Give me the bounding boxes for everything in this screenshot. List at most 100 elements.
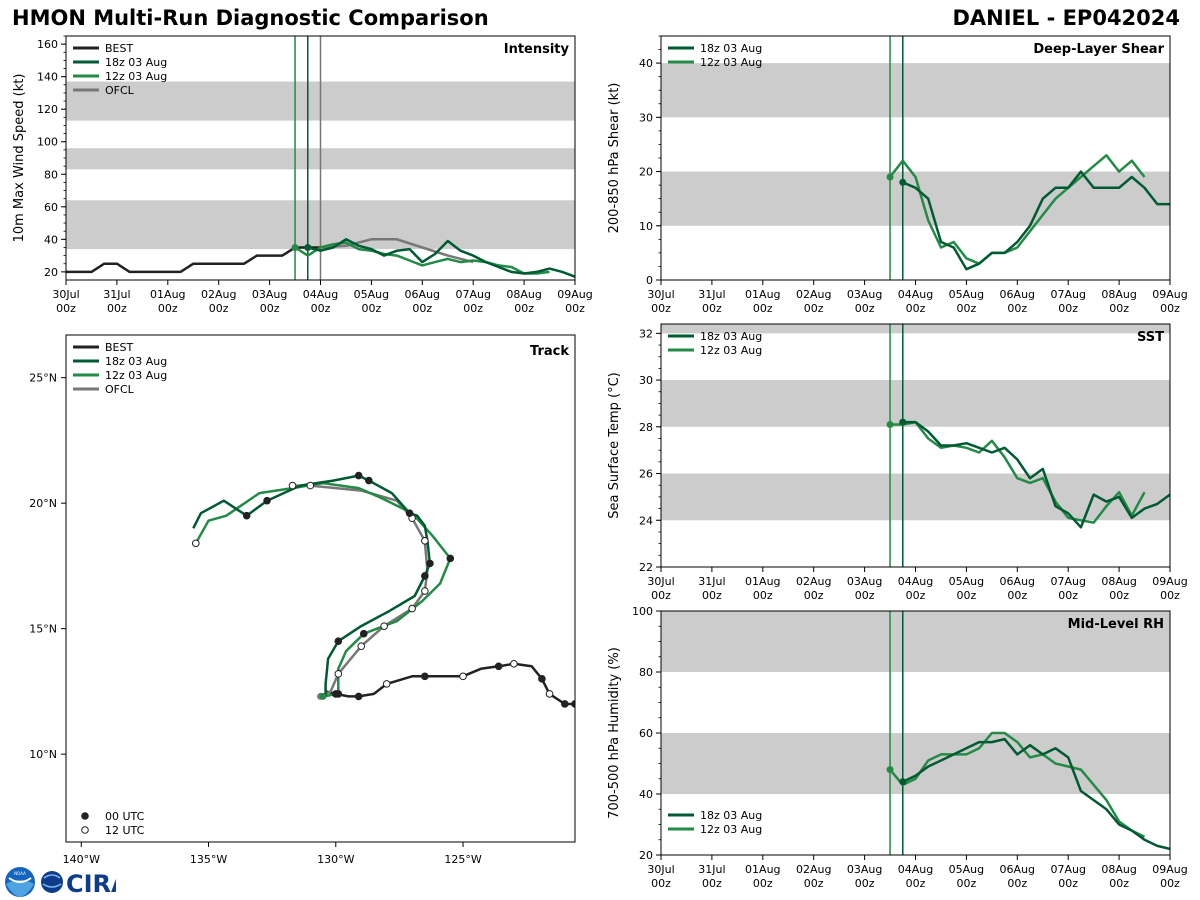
marker-legend-label: 12 UTC <box>105 824 145 837</box>
marker-legend-label: 00 UTC <box>105 810 145 823</box>
track-point-12utc <box>459 672 467 681</box>
x-tick-label-date: 31Jul <box>103 288 130 301</box>
y-tick-label: 10 <box>639 220 653 233</box>
series-line-run18 <box>902 737 1170 851</box>
panel-track: 140°W 135°W 130°W 125°W 10°N 15°N 20°N 25°N Trac… <box>29 334 576 866</box>
legend-label-ofcl: OFCL <box>105 383 135 396</box>
y-tick-label: 140 <box>37 71 58 84</box>
x-tick-label-date: 08Aug <box>1101 863 1136 876</box>
x-tick-label-date: 02Aug <box>796 288 831 301</box>
y-axis-label: Sea Surface Temp (°C) <box>607 372 622 519</box>
panel-title: Intensity <box>504 42 570 57</box>
x-tick-label-date: 08Aug <box>1101 288 1136 301</box>
track-point-00utc <box>538 675 546 683</box>
cira-text: CIRA <box>66 870 116 898</box>
x-tick-label-hour: 00z <box>906 877 926 890</box>
x-tick-label-hour: 00z <box>702 302 722 315</box>
y-tick-label: 10°N <box>29 748 57 761</box>
threshold-band <box>661 611 1170 672</box>
x-tick-label-date: 07Aug <box>1050 575 1085 588</box>
x-tick-label-hour: 00z <box>804 877 824 890</box>
x-tick-label-hour: 00z <box>260 302 280 315</box>
x-tick-label-date: 30Jul <box>647 863 674 876</box>
marker-legend-symbol <box>81 812 89 820</box>
track-point-00utc <box>571 700 575 708</box>
track-line-ofcl <box>292 484 429 698</box>
legend-label-run18: 18z 03 Aug <box>105 355 167 368</box>
x-tick-label-date: 30Jul <box>52 288 79 301</box>
series-line-run18 <box>902 420 1170 529</box>
track-point-12utc <box>288 481 297 490</box>
x-tick-label-hour: 00z <box>1109 877 1129 890</box>
y-tick-label: 32 <box>639 327 653 340</box>
series-line-run18 <box>307 238 575 278</box>
track-point-12utc <box>357 642 366 651</box>
legend-label-run12: 12z 03 Aug <box>700 56 762 69</box>
series-start-point-run18 <box>304 243 312 251</box>
threshold-band <box>661 63 1170 118</box>
x-tick-label-date: 31Jul <box>698 575 725 588</box>
legend-label-run18: 18z 03 Aug <box>700 809 762 822</box>
series-start-point-run12 <box>291 243 299 251</box>
y-tick-label: 60 <box>44 201 58 214</box>
x-tick-label-hour: 00z <box>1007 589 1027 602</box>
track-point-12utc <box>191 539 200 548</box>
x-tick-label-hour: 00z <box>651 877 671 890</box>
series-line-run12 <box>889 731 1146 838</box>
y-tick-label: 40 <box>639 788 653 801</box>
track-line-best <box>325 662 575 706</box>
x-tick-label-date: 06Aug <box>405 288 440 301</box>
x-tick-label-hour: 00z <box>1160 877 1180 890</box>
track-point-00utc <box>421 572 429 580</box>
x-tick-label-hour: 00z <box>855 589 875 602</box>
legend-label-run18: 18z 03 Aug <box>700 330 762 343</box>
threshold-band <box>661 473 1170 521</box>
x-tick-label-date: 05Aug <box>949 575 984 588</box>
x-tick-label-date: 05Aug <box>949 863 984 876</box>
track-point-00utc <box>354 471 363 480</box>
x-tick-label-date: 07Aug <box>1050 863 1085 876</box>
track-start-run12 <box>319 692 327 700</box>
x-tick-label-hour: 00z <box>1058 302 1078 315</box>
panel-title: SST <box>1137 330 1164 345</box>
legend-label-run18: 18z 03 Aug <box>700 42 762 55</box>
y-tick-label: 160 <box>37 38 58 51</box>
page-title: HMON Multi-Run Diagnostic Comparison <box>12 6 489 30</box>
track-point-00utc <box>334 690 343 698</box>
track-line-run12 <box>194 481 452 698</box>
x-tick-label-date: 04Aug <box>898 288 933 301</box>
x-tick-label-hour: 00z <box>514 302 534 315</box>
panel-shear: 01020304030Jul00z31Jul00z01Aug00z02Aug00… <box>607 35 1188 315</box>
x-tick-label-date: 31Jul <box>698 863 725 876</box>
track-point-12utc <box>510 659 518 668</box>
y-tick-label: 24 <box>639 514 653 527</box>
x-tick-label-date: 01Aug <box>745 863 780 876</box>
x-tick-label-hour: 00z <box>1007 877 1027 890</box>
x-tick-label-hour: 00z <box>1058 877 1078 890</box>
y-tick-label: 30 <box>639 111 653 124</box>
y-axis-label: 10m Max Wind Speed (kt) <box>12 74 27 243</box>
x-tick-label-date: 06Aug <box>1000 863 1035 876</box>
track-point-12utc <box>382 680 391 688</box>
track-point-00utc <box>334 637 343 646</box>
y-tick-label: 26 <box>639 468 653 481</box>
x-tick-label-date: 04Aug <box>303 288 338 301</box>
panel-title: Deep-Layer Shear <box>1033 42 1164 57</box>
x-tick-label-hour: 00z <box>565 302 585 315</box>
x-tick-label-date: 30Jul <box>647 288 674 301</box>
x-tick-label-hour: 00z <box>1058 589 1078 602</box>
x-tick-label-hour: 00z <box>651 302 671 315</box>
x-tick-label-date: 05Aug <box>354 288 389 301</box>
x-tick-label-date: 07Aug <box>455 288 490 301</box>
x-tick-label-hour: 00z <box>957 589 977 602</box>
legend-label-run18: 18z 03 Aug <box>105 56 167 69</box>
panel-title: Track <box>530 344 569 359</box>
y-tick-label: 15°N <box>29 623 57 636</box>
track-line-run18 <box>192 474 432 697</box>
axes-frame <box>660 323 1171 568</box>
series-start-point-run12 <box>886 766 894 774</box>
y-tick-label: 100 <box>37 136 58 149</box>
legend-label-run12: 12z 03 Aug <box>105 70 167 83</box>
track-point-00utc <box>446 554 455 563</box>
